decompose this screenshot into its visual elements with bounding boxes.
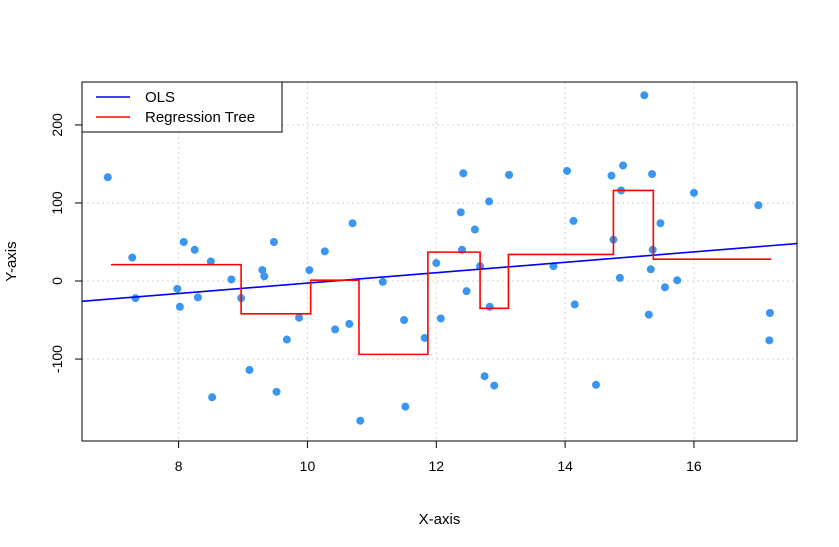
data-point	[378, 277, 387, 286]
y-tick-label: 100	[49, 191, 65, 215]
data-point	[345, 319, 354, 328]
data-point	[258, 266, 267, 275]
data-point	[190, 245, 199, 254]
data-point	[644, 310, 653, 319]
y-axis-label: Y-axis	[3, 241, 20, 281]
data-point	[131, 294, 140, 303]
data-point	[401, 402, 410, 411]
y-tick-label: 0	[49, 277, 65, 285]
data-point	[765, 336, 774, 345]
data-point	[305, 266, 314, 275]
series-layer	[81, 91, 798, 425]
data-point	[227, 275, 236, 284]
data-point	[505, 170, 514, 179]
data-point	[549, 262, 558, 271]
data-point	[173, 284, 182, 293]
data-point	[607, 171, 616, 180]
data-point	[673, 276, 682, 285]
data-point	[459, 169, 468, 178]
y-tick-label: -100	[49, 345, 65, 373]
x-tick-label: 12	[428, 458, 444, 474]
data-point	[103, 173, 112, 182]
data-point	[470, 225, 479, 234]
data-point	[480, 372, 489, 381]
data-point	[570, 300, 579, 309]
data-point	[260, 272, 269, 281]
axes: 8 10 12 14 16 -100 0 100 200	[49, 113, 702, 474]
data-point	[563, 166, 572, 175]
x-tick-label: 10	[300, 458, 316, 474]
regression-tree-line	[110, 189, 772, 356]
data-point	[432, 259, 441, 268]
y-tick-label: 200	[49, 113, 65, 137]
data-point	[348, 219, 357, 228]
data-point	[485, 302, 494, 311]
data-point	[648, 170, 657, 179]
data-point	[640, 91, 649, 100]
legend: OLS Regression Tree	[81, 81, 283, 133]
data-point	[282, 335, 291, 344]
data-point	[331, 325, 340, 334]
data-point	[436, 314, 445, 323]
data-point	[754, 201, 763, 210]
data-point	[490, 381, 499, 390]
data-point	[320, 247, 329, 256]
data-point	[615, 273, 624, 282]
x-tick-label: 14	[557, 458, 573, 474]
data-point	[400, 316, 409, 325]
data-point	[462, 287, 471, 296]
data-point	[175, 302, 184, 311]
data-point	[485, 197, 494, 206]
legend-box	[81, 81, 283, 133]
data-point	[245, 365, 254, 374]
x-tick-label: 8	[175, 458, 183, 474]
data-point	[295, 313, 304, 322]
data-point	[646, 265, 655, 274]
ols-line	[81, 242, 798, 303]
data-point	[660, 283, 669, 292]
data-point	[193, 293, 202, 302]
data-point	[619, 161, 628, 170]
data-point	[269, 237, 278, 246]
data-point	[179, 237, 188, 246]
plot-frame	[81, 81, 798, 442]
data-point	[569, 216, 578, 225]
legend-label-regression-tree: Regression Tree	[145, 109, 255, 126]
x-tick-label: 16	[686, 458, 702, 474]
legend-label-ols: OLS	[145, 89, 175, 106]
data-point	[765, 309, 774, 318]
data-point	[456, 208, 465, 217]
data-point	[272, 387, 281, 396]
x-axis-label: X-axis	[419, 511, 461, 528]
data-point	[689, 188, 698, 197]
data-point	[206, 257, 215, 266]
data-point	[356, 416, 365, 425]
data-point	[420, 333, 429, 342]
data-point	[656, 219, 665, 228]
data-point	[592, 380, 601, 389]
data-point	[128, 253, 137, 262]
data-point	[208, 393, 217, 402]
